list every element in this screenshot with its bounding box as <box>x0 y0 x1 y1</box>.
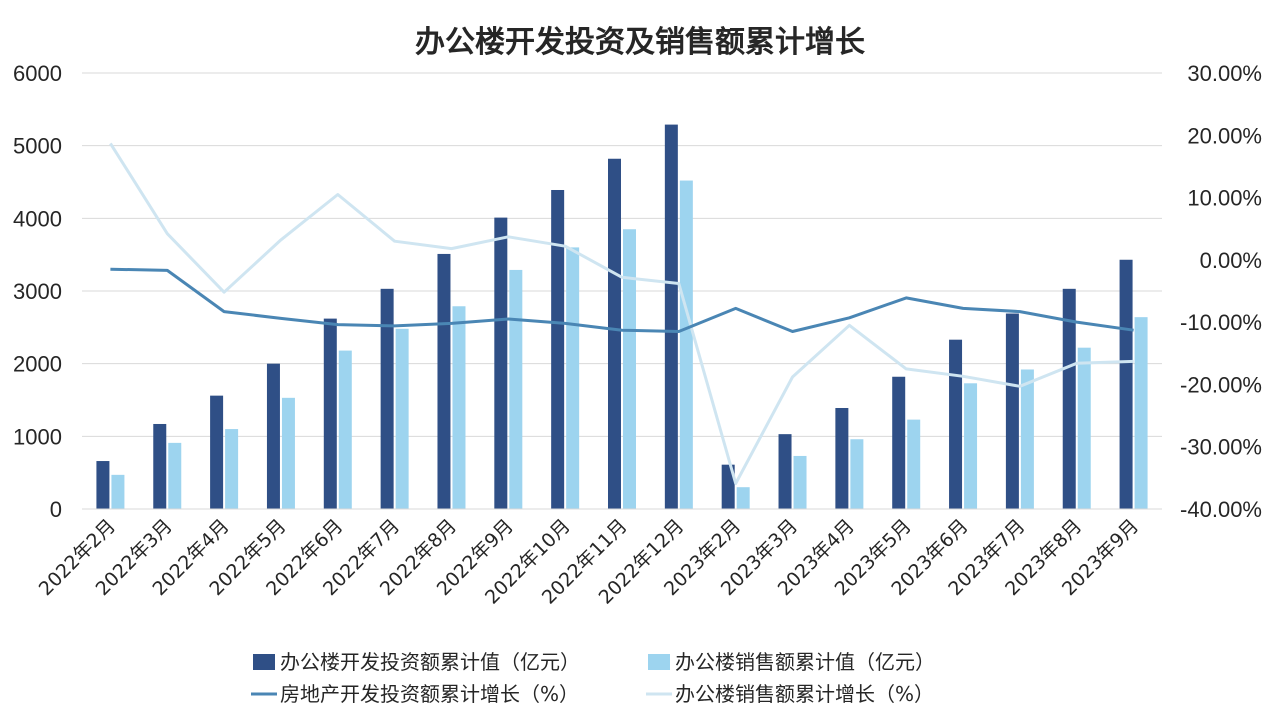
bar <box>323 318 337 509</box>
gridlines <box>82 72 1162 510</box>
right-tick-label: 0.00% <box>1200 248 1262 273</box>
right-tick-label: -10.00% <box>1180 310 1262 335</box>
series-line <box>109 142 1134 485</box>
bar <box>907 419 921 509</box>
left-tick-label: 0 <box>50 497 62 522</box>
right-tick-label: 30.00% <box>1187 61 1262 86</box>
bar <box>338 350 352 509</box>
bar <box>1062 288 1076 509</box>
left-tick-label: 5000 <box>13 134 62 159</box>
bar <box>111 474 125 509</box>
legend-label: 办公楼销售额累计值（亿元） <box>675 650 935 674</box>
bar <box>835 407 849 509</box>
bar <box>437 253 451 509</box>
bar <box>793 455 807 509</box>
bar <box>778 434 792 509</box>
left-tick-label: 1000 <box>13 424 62 449</box>
right-tick-label: -20.00% <box>1180 372 1262 397</box>
right-tick-label: 10.00% <box>1187 186 1262 211</box>
bar <box>1077 347 1091 509</box>
left-axis: 0 1000 2000 3000 4000 5000 6000 <box>13 61 62 522</box>
bar <box>225 429 239 509</box>
bar <box>892 376 906 509</box>
line-series <box>109 142 1134 485</box>
legend: 办公楼开发投资额累计值（亿元） 办公楼销售额累计值（亿元） 房地产开发投资额累计增长… <box>251 650 935 706</box>
left-tick-label: 2000 <box>13 352 62 377</box>
chart-title: 办公楼开发投资及销售额累计增长 <box>415 25 865 60</box>
bar-series <box>96 124 1148 510</box>
legend-label: 房地产开发投资额累计增长（%） <box>280 682 579 706</box>
right-tick-label: 20.00% <box>1187 123 1262 148</box>
bar <box>395 328 409 509</box>
bar <box>623 229 636 509</box>
bar <box>168 442 182 509</box>
bar <box>721 464 735 509</box>
bar <box>494 217 508 509</box>
bar <box>153 423 167 509</box>
right-tick-label: -30.00% <box>1180 435 1262 460</box>
legend-swatch <box>253 654 275 670</box>
bar <box>266 363 280 509</box>
series-line <box>110 267 1134 333</box>
bar <box>551 189 565 509</box>
bar <box>566 247 580 509</box>
bar <box>664 124 678 510</box>
left-tick-label: 4000 <box>13 206 62 231</box>
right-axis: -40.00% -30.00% -20.00% -10.00% 0.00% 10.00% 2… <box>1180 61 1262 522</box>
bar <box>1134 317 1148 509</box>
bar <box>1020 369 1034 509</box>
left-tick-label: 3000 <box>13 279 62 304</box>
bar <box>281 397 295 509</box>
bar <box>964 383 978 509</box>
bar <box>96 461 110 509</box>
legend-label: 办公楼销售额累计增长（%） <box>675 682 934 706</box>
bar <box>850 439 864 509</box>
bar <box>736 487 750 509</box>
bar <box>509 269 523 509</box>
bar <box>1005 313 1019 509</box>
bar <box>452 306 466 509</box>
x-axis: 2022年2月2022年3月2022年4月2022年5月2022年6月2022年… <box>35 508 1162 609</box>
bar <box>949 339 963 509</box>
right-tick-label: -40.00% <box>1180 497 1262 522</box>
bar <box>210 395 224 509</box>
legend-label: 办公楼开发投资额累计值（亿元） <box>280 650 580 674</box>
bar <box>1119 259 1133 509</box>
legend-swatch <box>648 654 670 670</box>
bar <box>679 180 693 509</box>
left-tick-label: 6000 <box>13 61 62 86</box>
bar <box>608 158 621 509</box>
bar <box>380 288 394 509</box>
